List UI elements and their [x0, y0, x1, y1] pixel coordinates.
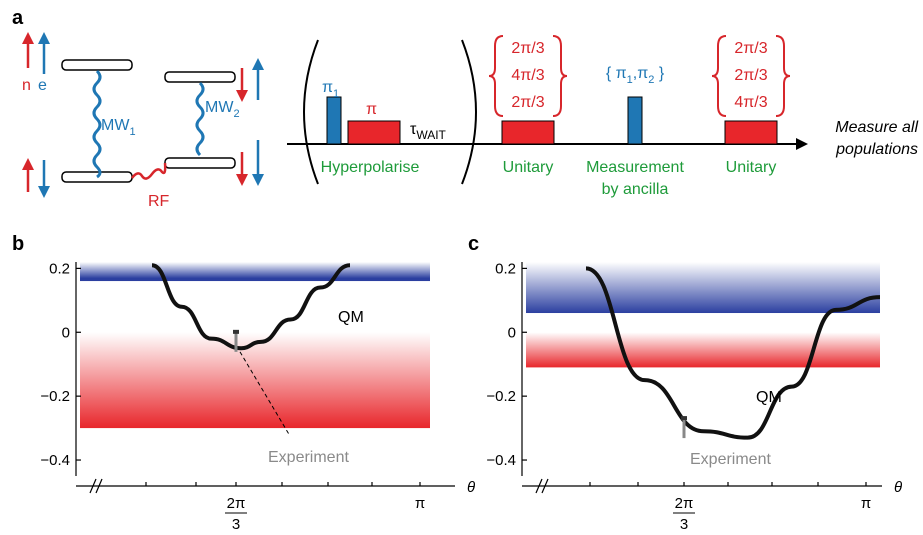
- pulse-pi1: [326, 96, 342, 145]
- chart-c-ytick-label-2: −0.2: [486, 388, 516, 405]
- chart-c-qm-curve: [585, 266, 881, 440]
- spin-e-label: e: [38, 77, 47, 94]
- spin-n-label: n: [22, 77, 31, 94]
- chart-b-ytick-label-2: −0.2: [40, 388, 70, 405]
- chart-c-band-blue: [526, 262, 880, 314]
- chart-c-qm-label: QM: [756, 389, 782, 406]
- label-populations: populations: [835, 141, 918, 158]
- level-top-right: [164, 71, 236, 83]
- panel-c-label: c: [468, 233, 479, 255]
- spin-arrows-top-left: [22, 32, 50, 74]
- level-top-left: [61, 59, 133, 71]
- mw2-label: MW2: [205, 99, 240, 120]
- chart-c-axis-break-1: [535, 478, 543, 494]
- chart-c-axis-break-2: [541, 478, 549, 494]
- chart-b-ytick-label-3: −0.4: [40, 452, 70, 469]
- spin-arrows-top-right: [236, 58, 264, 102]
- chart-c-xtick-label-num: 2π: [675, 495, 694, 512]
- spin-arrows-bottom-right: [236, 140, 264, 186]
- pulse-measurement: [627, 96, 643, 145]
- chart-b-experiment-label: Experiment: [268, 449, 349, 466]
- mw1-label: MW1: [101, 117, 136, 138]
- rf-wave: [131, 162, 167, 180]
- pulse-pi: [347, 120, 401, 145]
- label-hyperpolarise: Hyperpolarise: [321, 159, 420, 176]
- set-right: 2π/3 2π/3 4π/3: [711, 35, 791, 117]
- label-by-ancilla: by ancilla: [602, 181, 669, 198]
- set-right-item-2: 2π/3: [734, 67, 767, 84]
- set-left: 2π/3 4π/3 2π/3: [488, 35, 568, 117]
- chart-b: 0.2 0 −0.2 −0.4 2π 3 π θ QM Experiment: [40, 260, 475, 533]
- rf-label: RF: [148, 193, 170, 210]
- mw1-wave: [92, 69, 102, 179]
- pulse-unitary-left: [501, 120, 555, 145]
- chart-c-xtick-label-pi: π: [861, 495, 871, 512]
- chart-b-experiment-point: [233, 329, 239, 334]
- chart-b-ytick-label-0: 0.2: [49, 260, 70, 277]
- set-right-item-1: 2π/3: [734, 40, 767, 57]
- chart-b-band-blue: [80, 262, 430, 282]
- chart-b-qm-label: QM: [338, 309, 364, 326]
- chart-c-band-red: [526, 332, 880, 368]
- timeline-arrowhead: [796, 138, 808, 150]
- set-left-item-1: 2π/3: [511, 40, 544, 57]
- chart-b-axis-break-1: [89, 478, 97, 494]
- chart-b-xtick-label-den: 3: [232, 516, 240, 530]
- paren-right: [461, 39, 477, 185]
- label-measure-all: Measure all: [835, 119, 918, 136]
- chart-b-xtick-label-pi: π: [415, 495, 425, 512]
- mw2-wave: [195, 81, 205, 157]
- chart-b-ytick-label-1: 0: [62, 324, 70, 341]
- label-unitary-right: Unitary: [726, 159, 777, 176]
- chart-c-xtick-label-den: 3: [680, 516, 688, 530]
- chart-c: 0.2 0 −0.2 −0.4 2π 3 π θ QM Experiment: [486, 260, 902, 533]
- chart-c-ytick-label-1: 0: [508, 324, 516, 341]
- paren-left: [303, 39, 319, 185]
- chart-b-qm-curve: [151, 263, 351, 351]
- pi1-label: π1: [322, 79, 339, 100]
- chart-b-band-red: [80, 332, 430, 429]
- panel-a-label: a: [12, 7, 24, 29]
- chart-b-band-gap: [80, 281, 430, 333]
- pi-label: π: [366, 101, 377, 118]
- label-unitary-left: Unitary: [503, 159, 554, 176]
- label-measurement: Measurement: [586, 159, 684, 176]
- chart-c-experiment-point: [681, 416, 687, 421]
- tau-label: τWAIT: [410, 121, 447, 142]
- pulse-unitary-right: [724, 120, 778, 145]
- chart-c-ytick-label-0: 0.2: [495, 260, 516, 277]
- chart-c-experiment-label: Experiment: [690, 451, 771, 468]
- chart-b-axis-break-2: [95, 478, 103, 494]
- chart-b-xlabel: θ: [467, 479, 475, 496]
- level-bottom-right: [164, 157, 236, 169]
- set-left-item-3: 2π/3: [511, 94, 544, 111]
- chart-b-xtick-label-num: 2π: [227, 495, 246, 512]
- chart-c-ytick-label-3: −0.4: [486, 452, 516, 469]
- panel-b-label: b: [12, 233, 24, 255]
- set-mid: { π1,π2 }: [606, 65, 665, 86]
- chart-c-xlabel: θ: [894, 479, 902, 496]
- set-right-item-3: 4π/3: [734, 94, 767, 111]
- set-left-item-2: 4π/3: [511, 67, 544, 84]
- spin-arrows-bottom-left: [22, 158, 50, 198]
- chart-b-experiment-leader: [239, 351, 291, 437]
